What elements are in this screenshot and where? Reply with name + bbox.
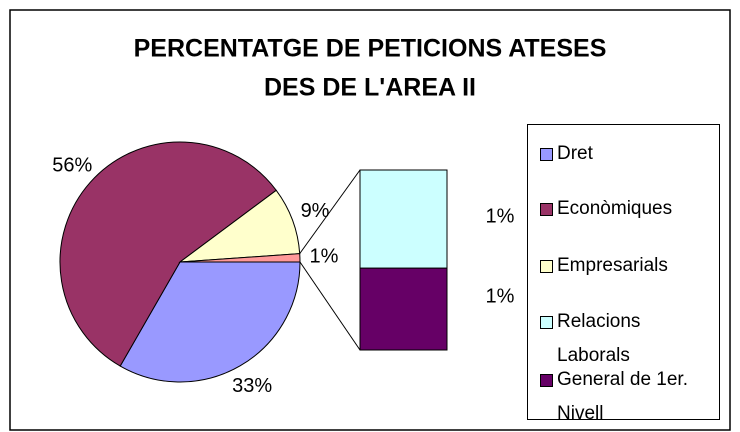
chart-title: DES DE L'AREA II	[264, 74, 476, 102]
bar-segment	[359, 169, 448, 269]
legend-swatch	[540, 374, 553, 387]
legend-label: Econòmiques	[557, 198, 673, 219]
data-label: 56%	[52, 155, 92, 177]
data-label: 33%	[232, 375, 272, 397]
legend: Dret Econòmiques Empresarials Relacions Lab…	[527, 124, 720, 424]
data-label: 1%	[486, 285, 515, 307]
pie-slice	[119, 261, 301, 383]
connector	[299, 261, 361, 351]
pie-slice	[179, 253, 301, 263]
data-label: 9%	[301, 200, 330, 222]
data-label: 1%	[486, 205, 515, 227]
legend-swatch	[540, 316, 553, 329]
legend-swatch	[540, 260, 553, 273]
pie-slice	[59, 141, 277, 367]
bar-segment	[359, 267, 448, 351]
legend-label: Empresarials	[557, 255, 668, 276]
connector	[299, 169, 361, 254]
chart-title: PERCENTATGE DE PETICIONS ATESES	[134, 35, 607, 63]
data-label: 1%	[309, 245, 338, 267]
legend-label: General de 1er. Nivell	[557, 369, 688, 424]
legend-label: Dret	[557, 143, 593, 164]
legend-swatch	[540, 148, 553, 161]
legend-label: Relacions Laborals	[557, 311, 641, 366]
legend-swatch	[540, 203, 553, 216]
